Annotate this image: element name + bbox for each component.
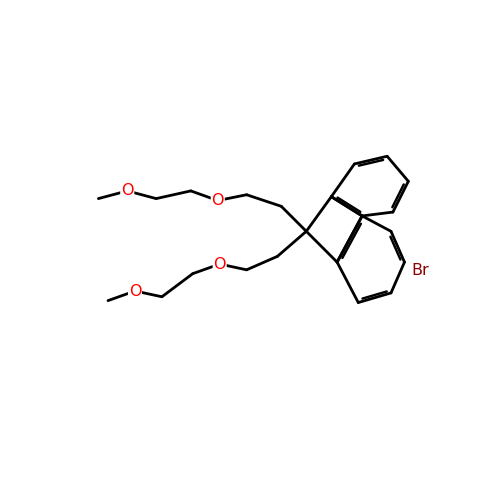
- Text: O: O: [212, 193, 224, 208]
- Text: O: O: [214, 256, 226, 272]
- Text: O: O: [128, 284, 141, 298]
- Text: Br: Br: [412, 263, 429, 278]
- Text: O: O: [121, 184, 134, 198]
